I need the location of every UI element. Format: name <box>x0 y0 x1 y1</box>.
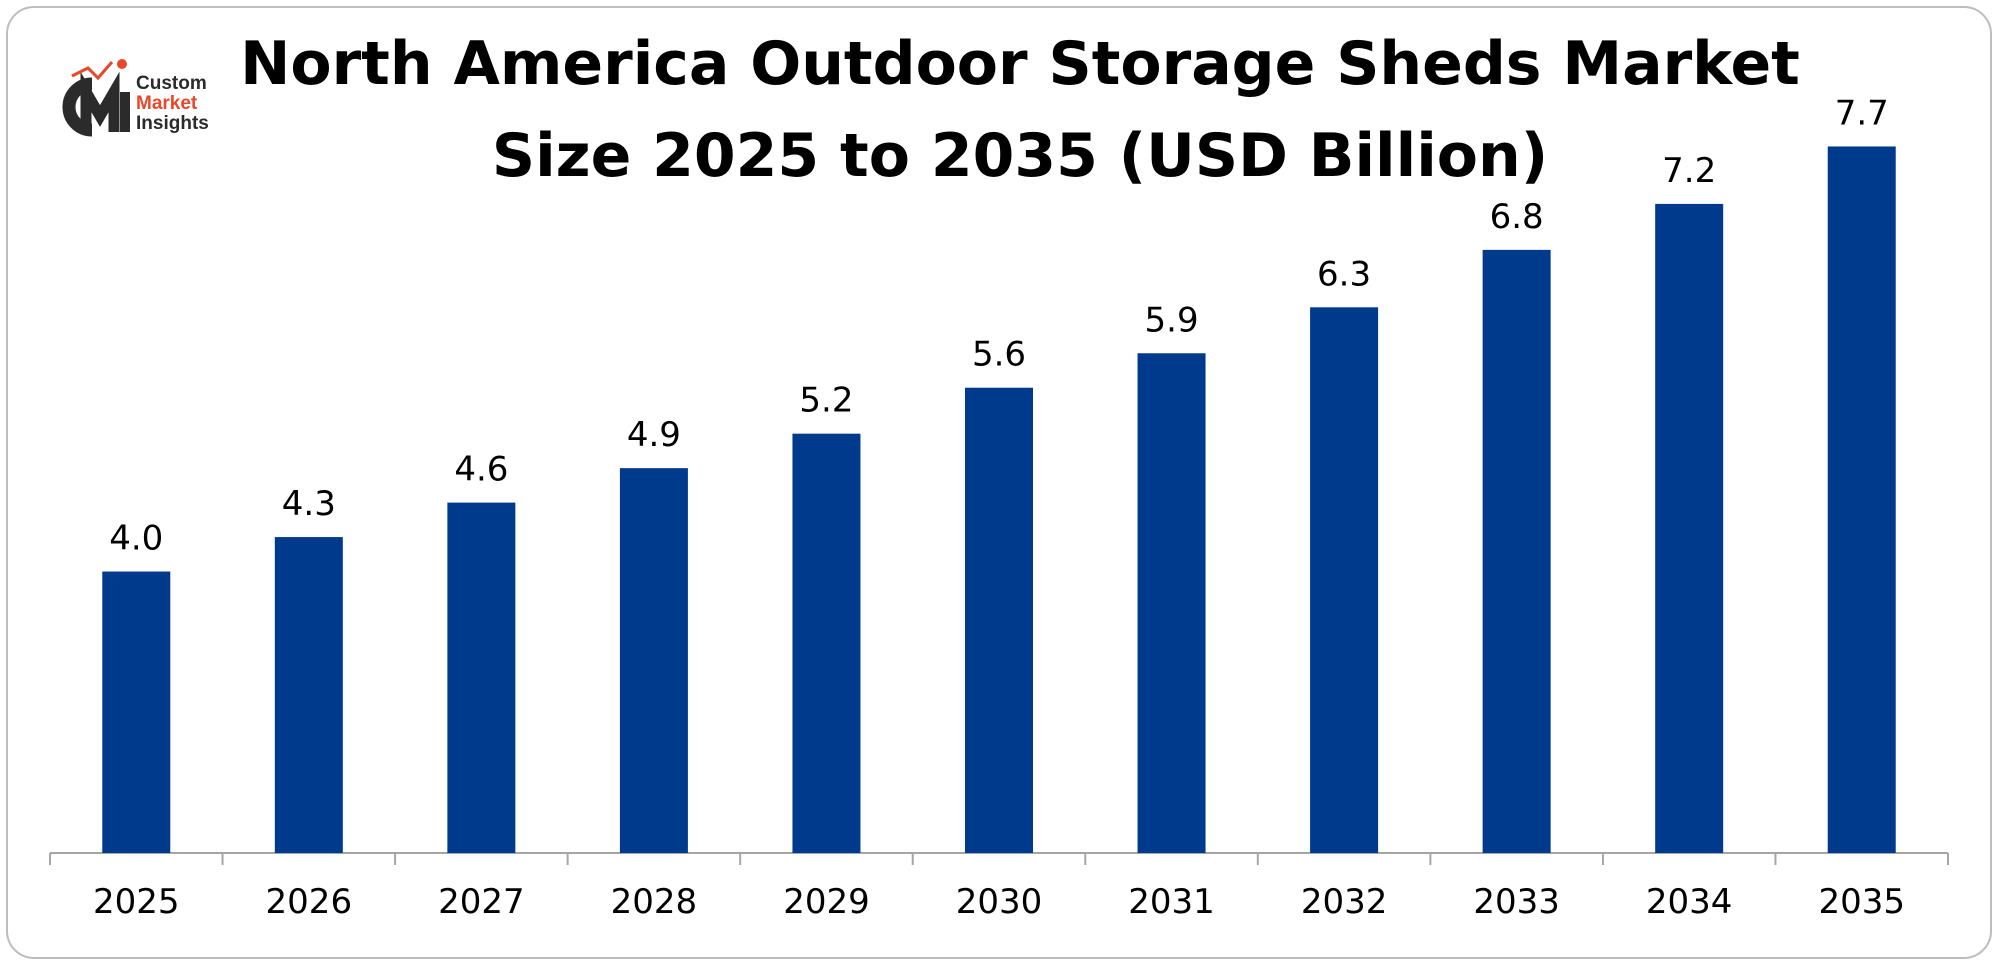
x-tick-label-2029: 2029 <box>783 882 870 922</box>
bar-2025 <box>102 571 171 853</box>
x-tick-label-2026: 2026 <box>266 882 353 922</box>
data-label-2034: 7.2 <box>1662 151 1716 191</box>
bar-2028 <box>619 468 688 853</box>
logo-wordmark: Custom Market Insights <box>136 74 209 134</box>
bar-2032 <box>1310 307 1379 853</box>
chart-title-line-2: Size 2025 to 2035 (USD Billion) <box>491 121 1549 191</box>
x-tick-label-2035: 2035 <box>1818 882 1905 922</box>
data-label-2028: 4.9 <box>627 415 681 455</box>
x-tick-label-2034: 2034 <box>1646 882 1733 922</box>
chart-title-line-1: North America Outdoor Storage Sheds Mark… <box>240 29 1800 99</box>
bar-2026 <box>274 537 343 853</box>
bar-2029 <box>792 433 861 853</box>
chart-title: North America Outdoor Storage Sheds Mark… <box>220 18 1820 202</box>
x-tick-label-2025: 2025 <box>93 882 180 922</box>
x-tick-label-2031: 2031 <box>1128 882 1215 922</box>
bar-2033 <box>1482 249 1551 853</box>
data-label-2032: 6.3 <box>1317 254 1371 294</box>
data-label-2027: 4.6 <box>454 450 508 490</box>
x-tick-label-2027: 2027 <box>438 882 525 922</box>
logo-line-market: Market <box>136 93 198 114</box>
x-tick-label-2033: 2033 <box>1473 882 1560 922</box>
logo-line-insights: Insights <box>136 113 209 134</box>
company-logo: Custom Market Insights <box>48 58 248 148</box>
bar-2027 <box>447 502 516 853</box>
data-label-2031: 5.9 <box>1145 300 1199 340</box>
data-label-2033: 6.8 <box>1490 197 1544 237</box>
data-label-2025: 4.0 <box>109 519 163 559</box>
x-tick-label-2032: 2032 <box>1301 882 1388 922</box>
data-label-2035: 7.7 <box>1835 93 1889 133</box>
logo-line-custom: Custom <box>136 73 207 94</box>
bar-2035 <box>1827 146 1896 854</box>
bar-2031 <box>1137 353 1206 853</box>
bar-2030 <box>965 387 1033 853</box>
x-tick-label-2028: 2028 <box>611 882 698 922</box>
bar-2034 <box>1655 203 1724 853</box>
data-label-2026: 4.3 <box>282 484 336 524</box>
data-label-2030: 5.6 <box>972 335 1026 375</box>
x-tick-label-2030: 2030 <box>956 882 1043 922</box>
data-label-2029: 5.2 <box>799 381 853 421</box>
cmi-logo-icon <box>62 59 130 137</box>
